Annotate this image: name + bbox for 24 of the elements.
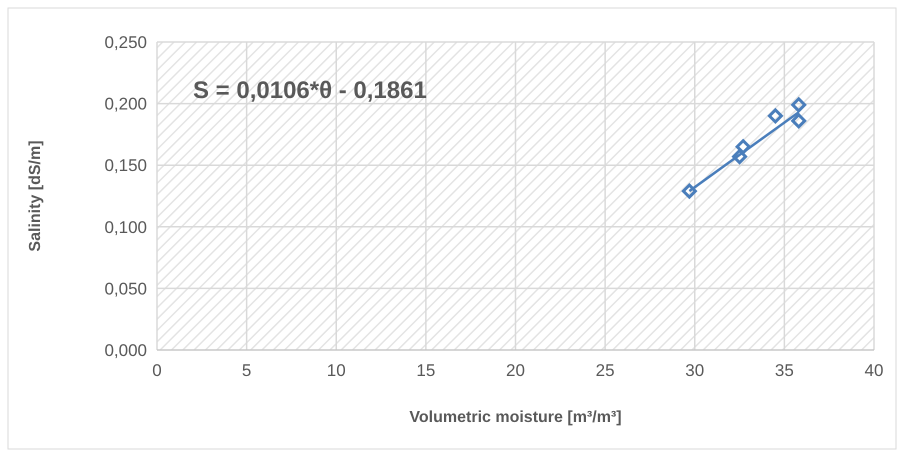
x-tick-label: 15 <box>416 361 436 380</box>
y-tick-label: 0,200 <box>104 94 147 114</box>
y-tick-label: 0,000 <box>104 340 147 360</box>
y-tick-label: 0,150 <box>104 156 147 176</box>
y-tick-label: 0,100 <box>104 218 147 237</box>
x-tick-label: 30 <box>685 361 704 380</box>
point <box>791 113 806 128</box>
point <box>768 108 783 124</box>
y-tick-label: 0,250 <box>104 32 147 52</box>
y-axis-title: Salinity [dS/m] <box>27 140 44 252</box>
y-tick-label: 0,050 <box>104 279 147 298</box>
x-tick-label: 35 <box>774 361 794 380</box>
point <box>736 139 751 154</box>
annotation: S = 0,0106*θ - 0,1861 <box>193 77 427 104</box>
x-tick-label: 25 <box>596 361 615 380</box>
point <box>791 97 806 112</box>
point <box>732 149 748 164</box>
x-axis-title: Volumetric moisture [m³/m³] <box>409 409 622 426</box>
x-tick-label: 5 <box>242 361 252 380</box>
x-tick-label: 40 <box>864 361 884 380</box>
x-tick-label: 0 <box>152 361 162 380</box>
x-tick-label: 10 <box>326 361 346 380</box>
point <box>682 184 697 199</box>
x-tick-label: 20 <box>506 361 525 380</box>
